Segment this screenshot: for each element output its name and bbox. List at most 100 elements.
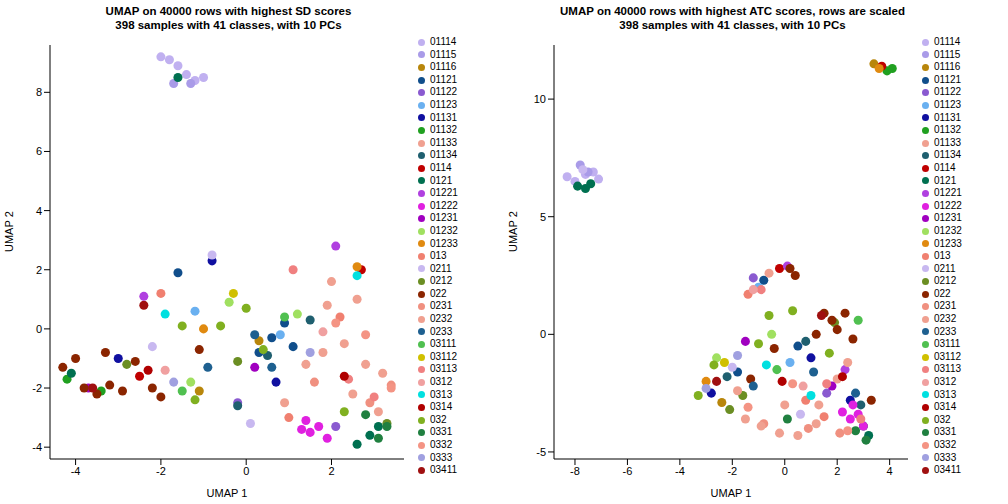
html-text:01222: 01222: [430, 199, 458, 211]
html-text:01123: 01123: [934, 99, 962, 110]
html-text:0331: 0331: [430, 426, 453, 438]
svg-text:-4: -4: [675, 465, 685, 477]
html-text:01121: 01121: [934, 73, 962, 85]
svg-text:10: 10: [534, 93, 546, 105]
html-text:01123: 01123: [430, 99, 458, 110]
html-text:01222: 01222: [934, 199, 962, 211]
html-text:0211: 0211: [430, 262, 452, 274]
html-text:0333: 0333: [934, 451, 957, 463]
html-text:0314: 0314: [430, 401, 453, 413]
html-text:03411: 03411: [934, 464, 962, 476]
svg-text:2: 2: [36, 264, 42, 276]
svg-text:UMAP 2: UMAP 2: [507, 211, 519, 252]
html-text:398 samples with 41 classes, w: 398 samples with 41 classes, with 10 PCs: [115, 19, 342, 31]
html-text:0332: 0332: [430, 439, 453, 450]
svg-text:0: 0: [36, 323, 42, 335]
html-text:01114: 01114: [430, 36, 457, 47]
svg-text:0: 0: [243, 465, 249, 477]
html-text:0312: 0312: [934, 376, 957, 387]
html-text:03112: 03112: [430, 350, 458, 362]
html-text:0231: 0231: [934, 300, 957, 312]
html-text:01231: 01231: [934, 212, 962, 224]
html-text:0313: 0313: [934, 388, 957, 400]
html-text:01131: 01131: [430, 111, 458, 123]
html-text:01232: 01232: [430, 224, 458, 236]
html-text:01121: 01121: [430, 73, 458, 85]
html-text:UMAP on 40000 rows with highes: UMAP on 40000 rows with highest ATC scor…: [560, 5, 905, 17]
svg-text:-4: -4: [71, 465, 81, 477]
html-text:013: 013: [430, 250, 447, 262]
html-text:013: 013: [934, 250, 951, 262]
html-text:01133: 01133: [430, 136, 458, 148]
svg-text:UMAP 2: UMAP 2: [8, 211, 15, 252]
svg-text:4: 4: [887, 465, 893, 477]
html-text:01116: 01116: [430, 61, 457, 73]
html-text:0212: 0212: [430, 275, 453, 287]
html-text:0114: 0114: [934, 161, 956, 173]
svg-text:-6: -6: [623, 465, 633, 477]
html-text:01115: 01115: [430, 48, 457, 60]
html-text:0332: 0332: [934, 439, 957, 450]
svg-text:4: 4: [36, 205, 42, 217]
html-text:022: 022: [934, 287, 951, 299]
html-text:0232: 0232: [430, 313, 453, 325]
html-text:01134: 01134: [934, 149, 962, 161]
html-text:0233: 0233: [430, 325, 453, 337]
html-text:01122: 01122: [934, 86, 962, 98]
svg-text:0: 0: [540, 328, 546, 340]
html-text:0232: 0232: [934, 313, 957, 325]
html-text:01233: 01233: [934, 237, 962, 249]
svg-text:0: 0: [782, 465, 788, 477]
html-text:01132: 01132: [934, 124, 962, 136]
html-text:01134: 01134: [430, 149, 458, 161]
html-text:01131: 01131: [934, 111, 962, 123]
html-text:032: 032: [934, 413, 951, 425]
svg-text:2: 2: [834, 465, 840, 477]
html-text:01221: 01221: [934, 187, 962, 199]
svg-text:-8: -8: [570, 465, 580, 477]
html-text:01231: 01231: [430, 212, 458, 224]
html-text:03111: 03111: [934, 338, 961, 350]
html-text:01114: 01114: [934, 36, 961, 47]
html-text:0114: 0114: [430, 161, 452, 173]
html-text:0121: 0121: [430, 174, 453, 186]
html-text:0233: 0233: [934, 325, 957, 337]
html-text:03411: 03411: [430, 464, 458, 476]
html-text:03113: 03113: [430, 363, 458, 375]
html-text:0212: 0212: [934, 275, 957, 287]
html-text:0312: 0312: [430, 376, 453, 387]
svg-text:5: 5: [540, 211, 546, 223]
svg-text:-2: -2: [727, 465, 737, 477]
svg-text:UMAP 1: UMAP 1: [207, 487, 248, 499]
html-text:03113: 03113: [934, 363, 962, 375]
html-text:03112: 03112: [934, 350, 962, 362]
html-text:UMAP on 40000 rows with highes: UMAP on 40000 rows with highest SD score…: [105, 5, 352, 17]
svg-text:-5: -5: [536, 446, 546, 458]
html-text:0313: 0313: [430, 388, 453, 400]
svg-text:6: 6: [36, 145, 42, 157]
html-text:0121: 0121: [934, 174, 957, 186]
html-text:032: 032: [430, 413, 447, 425]
html-text:01116: 01116: [934, 61, 961, 73]
html-text:01232: 01232: [934, 224, 962, 236]
svg-text:-2: -2: [156, 465, 166, 477]
svg-text:-4: -4: [32, 441, 42, 453]
svg-text:UMAP 1: UMAP 1: [711, 487, 752, 499]
html-text:01132: 01132: [430, 124, 458, 136]
html-text:022: 022: [430, 287, 447, 299]
html-text:01122: 01122: [430, 86, 458, 98]
html-text:0211: 0211: [934, 262, 956, 274]
html-text:03111: 03111: [430, 338, 457, 350]
html-text:01221: 01221: [430, 187, 458, 199]
svg-text:8: 8: [36, 86, 42, 98]
html-text:01233: 01233: [430, 237, 458, 249]
html-text:01133: 01133: [934, 136, 962, 148]
html-text:0231: 0231: [430, 300, 453, 312]
html-text:01115: 01115: [934, 48, 961, 60]
html-text:0333: 0333: [430, 451, 453, 463]
html-text:398 samples with 41 classes, w: 398 samples with 41 classes, with 10 PCs: [619, 19, 846, 31]
html-text:0314: 0314: [934, 401, 957, 413]
svg-text:-2: -2: [32, 382, 42, 394]
svg-text:2: 2: [328, 465, 334, 477]
html-text:0331: 0331: [934, 426, 957, 438]
